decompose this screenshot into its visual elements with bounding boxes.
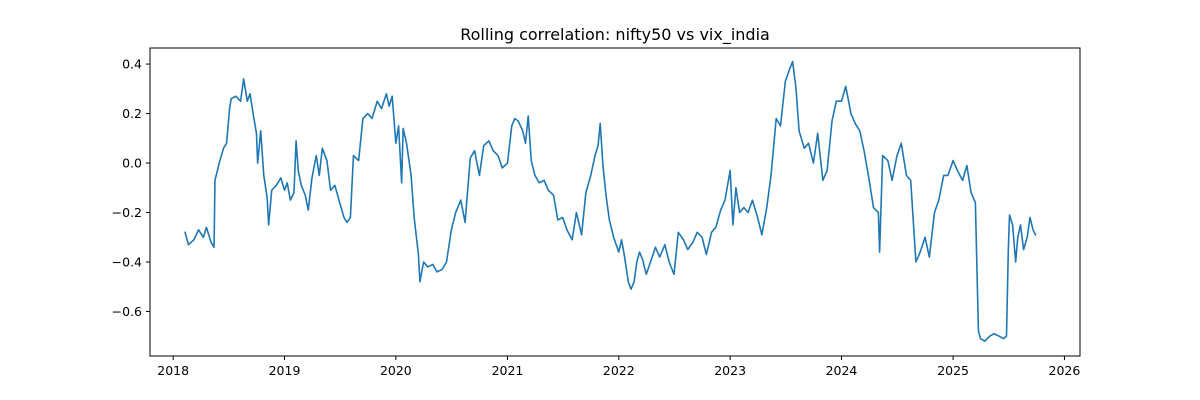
x-tick-label: 2021 [492, 363, 524, 378]
y-tick-label: 0.0 [122, 156, 142, 171]
y-tick-label: −0.2 [112, 205, 142, 220]
y-tick-label: −0.4 [112, 254, 142, 269]
y-tick-label: 0.4 [122, 57, 142, 72]
x-tick-label: 2024 [826, 363, 858, 378]
y-tick-label: −0.6 [112, 304, 142, 319]
x-tick-label: 2020 [380, 363, 412, 378]
axes-frame [149, 47, 1081, 357]
x-axis: 2018 2019 2020 2021 2022 2023 2024 2025 2026 [157, 356, 1080, 378]
series-line [184, 60, 1037, 342]
chart-title: Rolling correlation: nifty50 vs vix_indi… [460, 25, 770, 45]
x-tick-label: 2018 [157, 363, 189, 378]
x-tick-label: 2022 [603, 363, 635, 378]
x-tick-label: 2025 [937, 363, 969, 378]
x-tick-label: 2026 [1049, 363, 1081, 378]
x-tick-label: 2019 [269, 363, 301, 378]
plot-area [184, 60, 1037, 342]
x-tick-label: 2023 [714, 363, 746, 378]
y-axis: 0.4 0.2 0.0 −0.2 −0.4 −0.6 [112, 57, 150, 319]
y-tick-label: 0.2 [122, 106, 142, 121]
